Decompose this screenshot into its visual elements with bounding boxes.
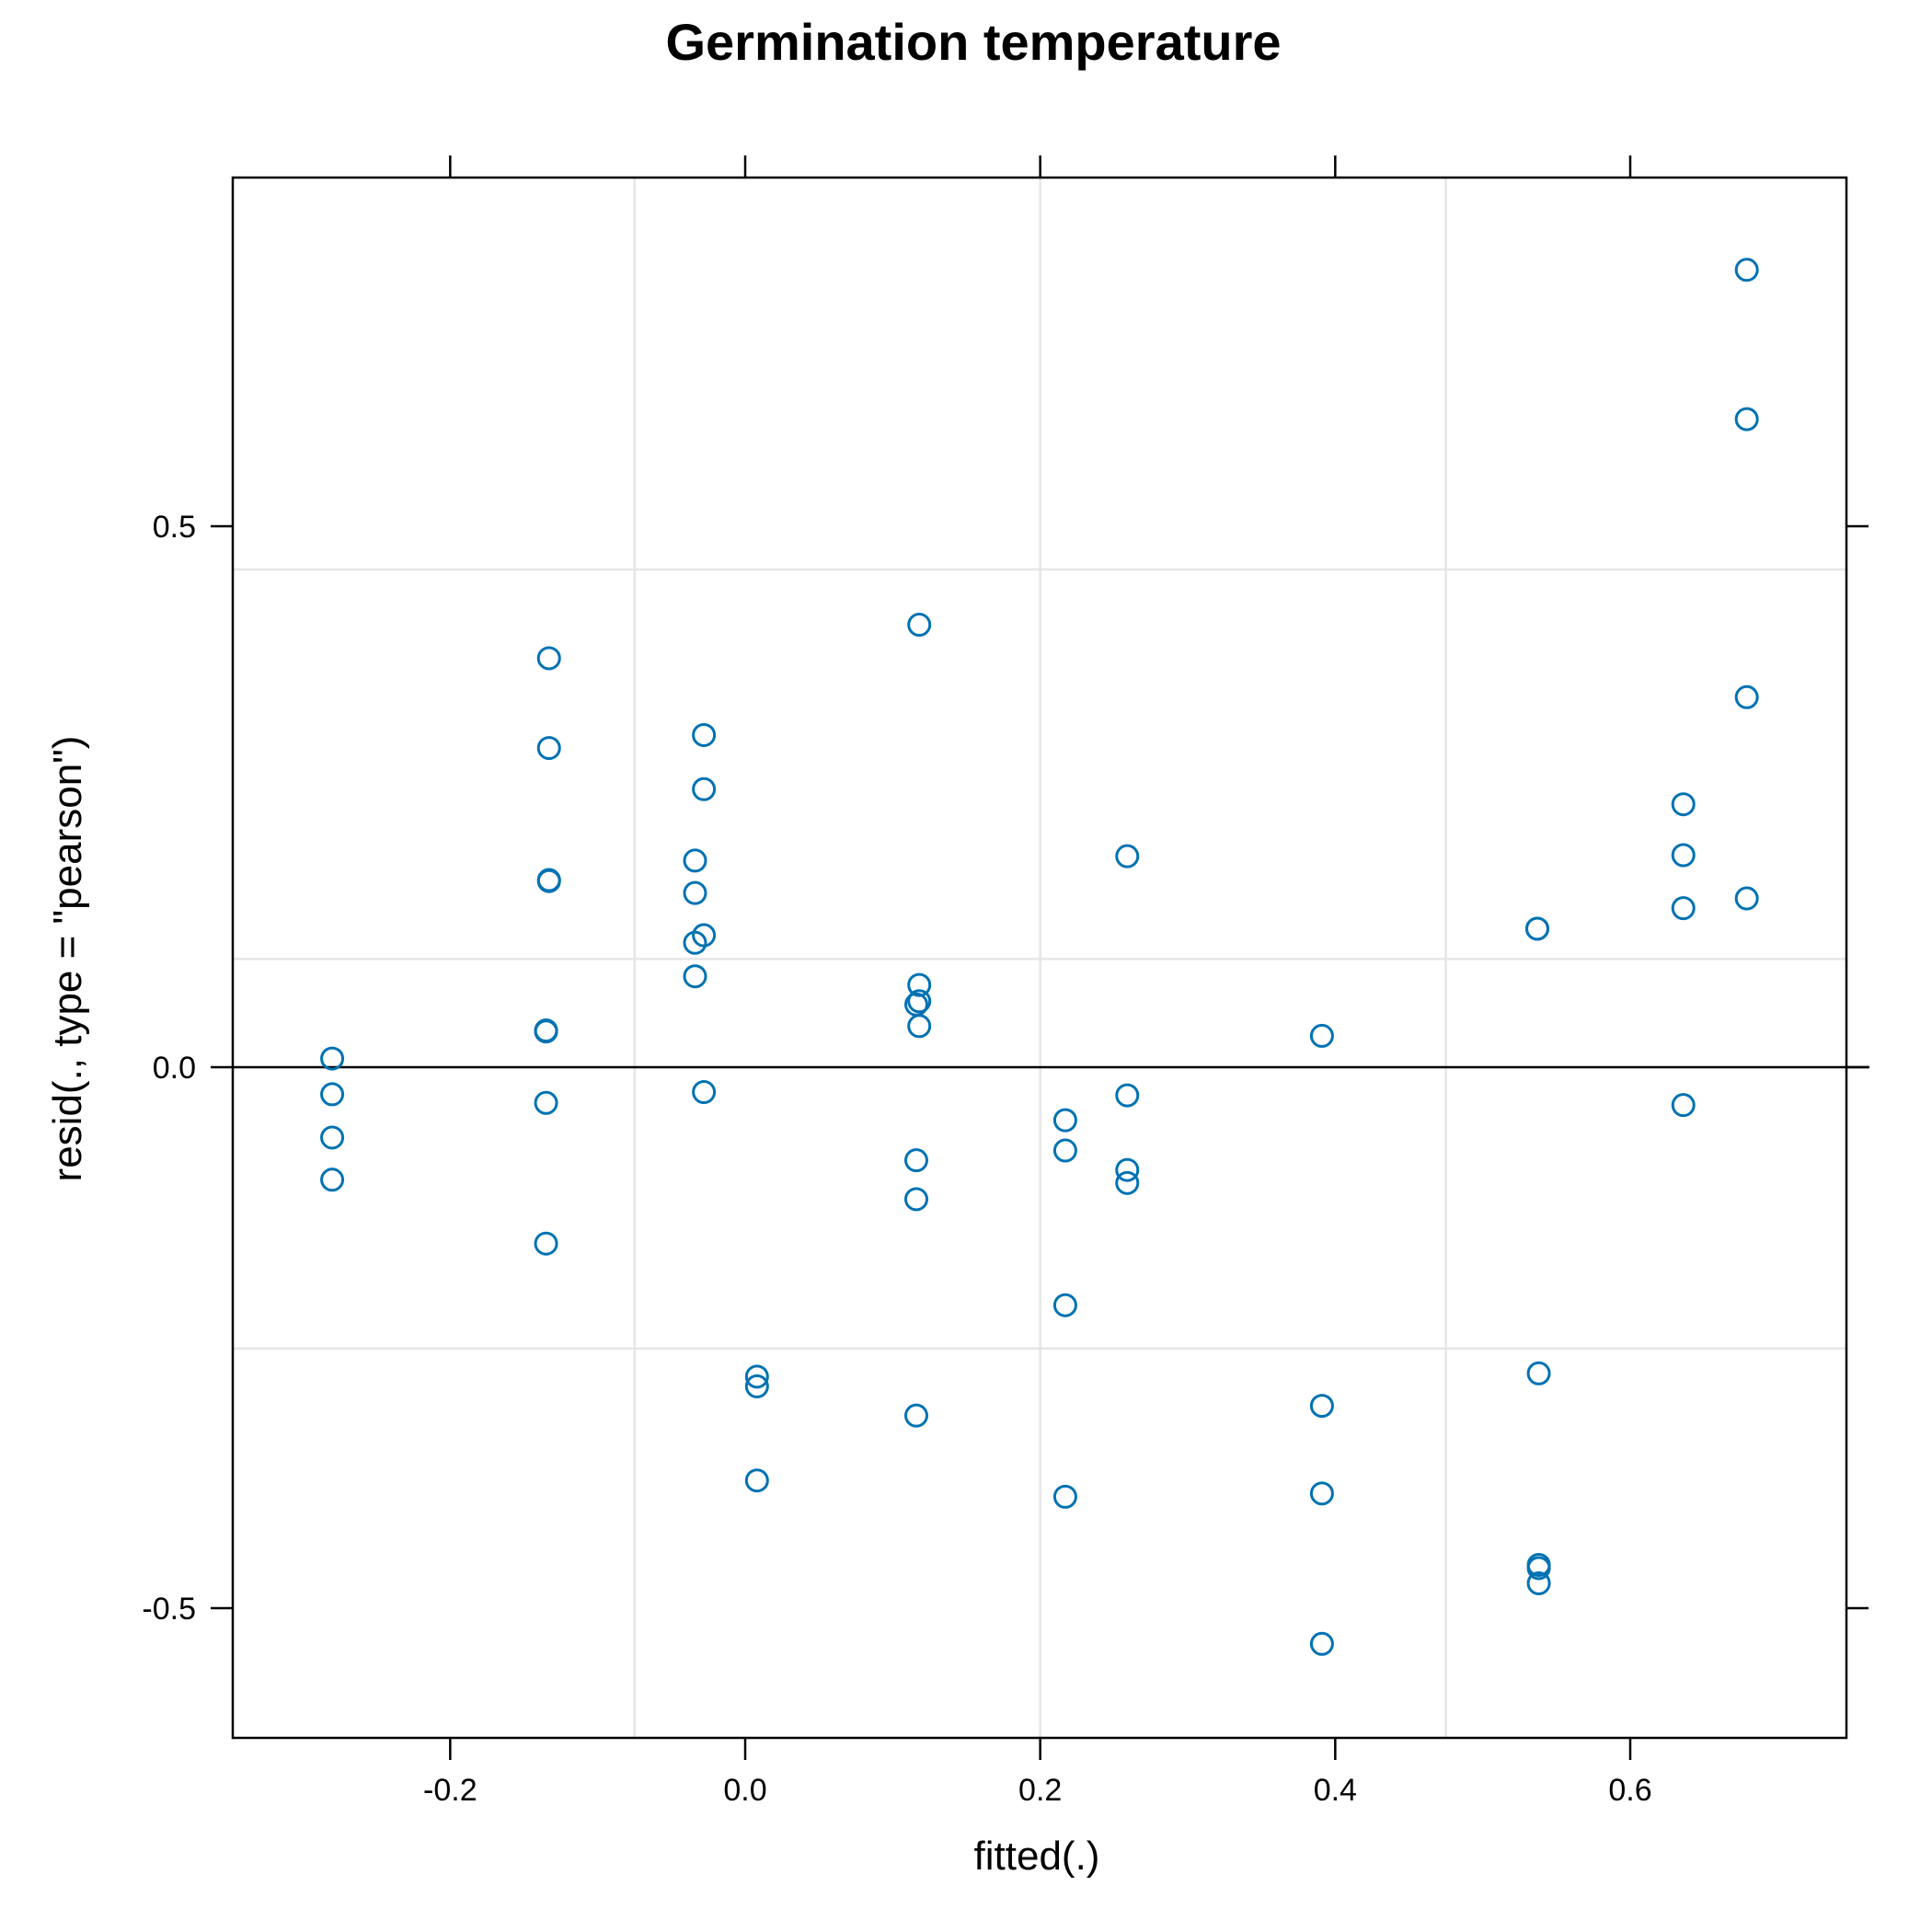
data-point-7 [536,868,561,893]
data-point-11 [534,1231,558,1256]
data-point-39 [1309,1023,1334,1048]
data-point-40 [1309,1394,1334,1419]
data-point-32 [1052,1138,1077,1163]
data-point-42 [1309,1631,1334,1656]
x-axis-label: fitted(.) [974,1834,1100,1879]
data-point-47 [1526,1556,1551,1581]
y-axis-label: resid(., type = "pearson") [45,736,90,1182]
data-point-33 [1052,1293,1077,1317]
data-point-29 [903,1187,928,1212]
axis-ticks: -0.2 0.0 0.2 0.4 0.6 -0.5 0.0 0.5 [142,155,1869,1808]
data-point-21 [744,1374,769,1398]
data-point-54 [1734,407,1759,431]
data-point-31 [1052,1108,1077,1133]
data-point-0 [320,1046,345,1071]
data-point-2 [320,1125,345,1150]
data-point-15 [683,880,707,905]
data-point-10 [534,1090,558,1115]
data-point-34 [1052,1484,1077,1509]
data-point-22 [744,1468,769,1493]
data-point-30 [903,1403,928,1428]
chart-title: Germination temperature [665,13,1281,71]
data-point-48 [1526,1570,1551,1595]
data-point-1 [320,1082,345,1107]
data-point-18 [683,964,707,989]
x-tick-label-2: 0.2 [1018,1773,1062,1808]
y-tick-label-0: -0.5 [142,1592,196,1627]
x-tick-label-0: -0.2 [423,1773,477,1808]
data-point-35 [1115,844,1140,868]
data-point-37 [1115,1157,1140,1182]
y-tick-label-1: 0.0 [153,1051,196,1086]
data-point-13 [692,776,717,801]
data-point-49 [1671,792,1696,817]
data-point-19 [692,1080,717,1105]
x-tick-label-1: 0.0 [723,1773,766,1808]
data-point-50 [1671,843,1696,868]
data-point-56 [1734,886,1759,911]
y-tick-label-2: 0.5 [153,510,196,545]
data-point-55 [1734,684,1759,709]
data-points [320,258,1759,1656]
data-point-14 [683,848,707,873]
data-point-53 [1734,258,1759,282]
data-point-23 [907,613,932,638]
x-tick-label-4: 0.6 [1608,1773,1651,1808]
data-point-9 [534,1019,558,1044]
data-point-41 [1309,1481,1334,1506]
data-point-25 [907,989,932,1014]
data-point-20 [744,1364,769,1389]
data-point-12 [692,722,717,747]
data-point-38 [1115,1170,1140,1195]
data-point-45 [1526,1361,1551,1386]
data-point-17 [692,923,717,948]
data-point-5 [536,736,561,761]
data-point-3 [320,1167,345,1192]
data-point-4 [536,646,561,671]
data-point-27 [907,1014,932,1039]
data-point-28 [903,1148,928,1173]
data-point-36 [1115,1083,1140,1108]
x-tick-label-3: 0.4 [1314,1773,1357,1808]
data-point-51 [1671,896,1696,921]
grid-lines [233,178,1846,1738]
data-point-44 [1524,916,1549,941]
data-point-52 [1671,1093,1696,1118]
